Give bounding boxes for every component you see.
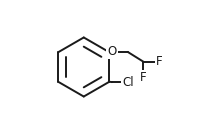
Text: O: O bbox=[107, 45, 117, 58]
Text: F: F bbox=[156, 55, 163, 68]
Text: F: F bbox=[140, 71, 147, 84]
Text: Cl: Cl bbox=[122, 76, 134, 89]
